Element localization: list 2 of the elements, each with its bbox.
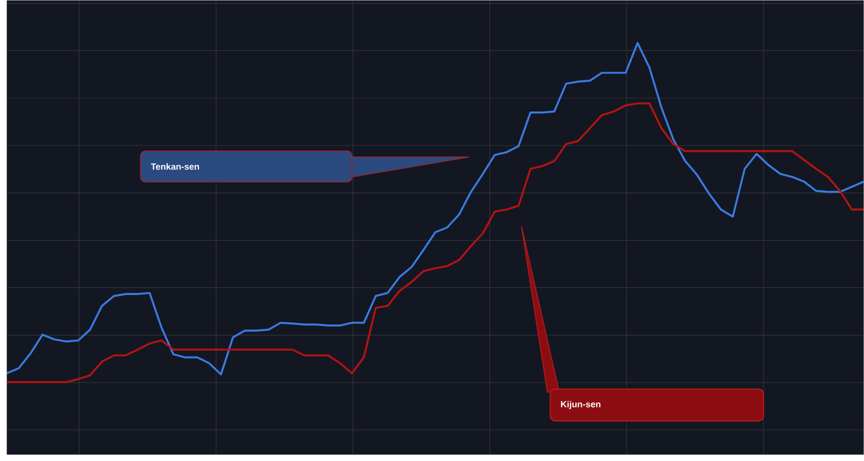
text: Kijun-sen [561,400,600,409]
annotation: Tenkan-sen [150,163,200,170]
